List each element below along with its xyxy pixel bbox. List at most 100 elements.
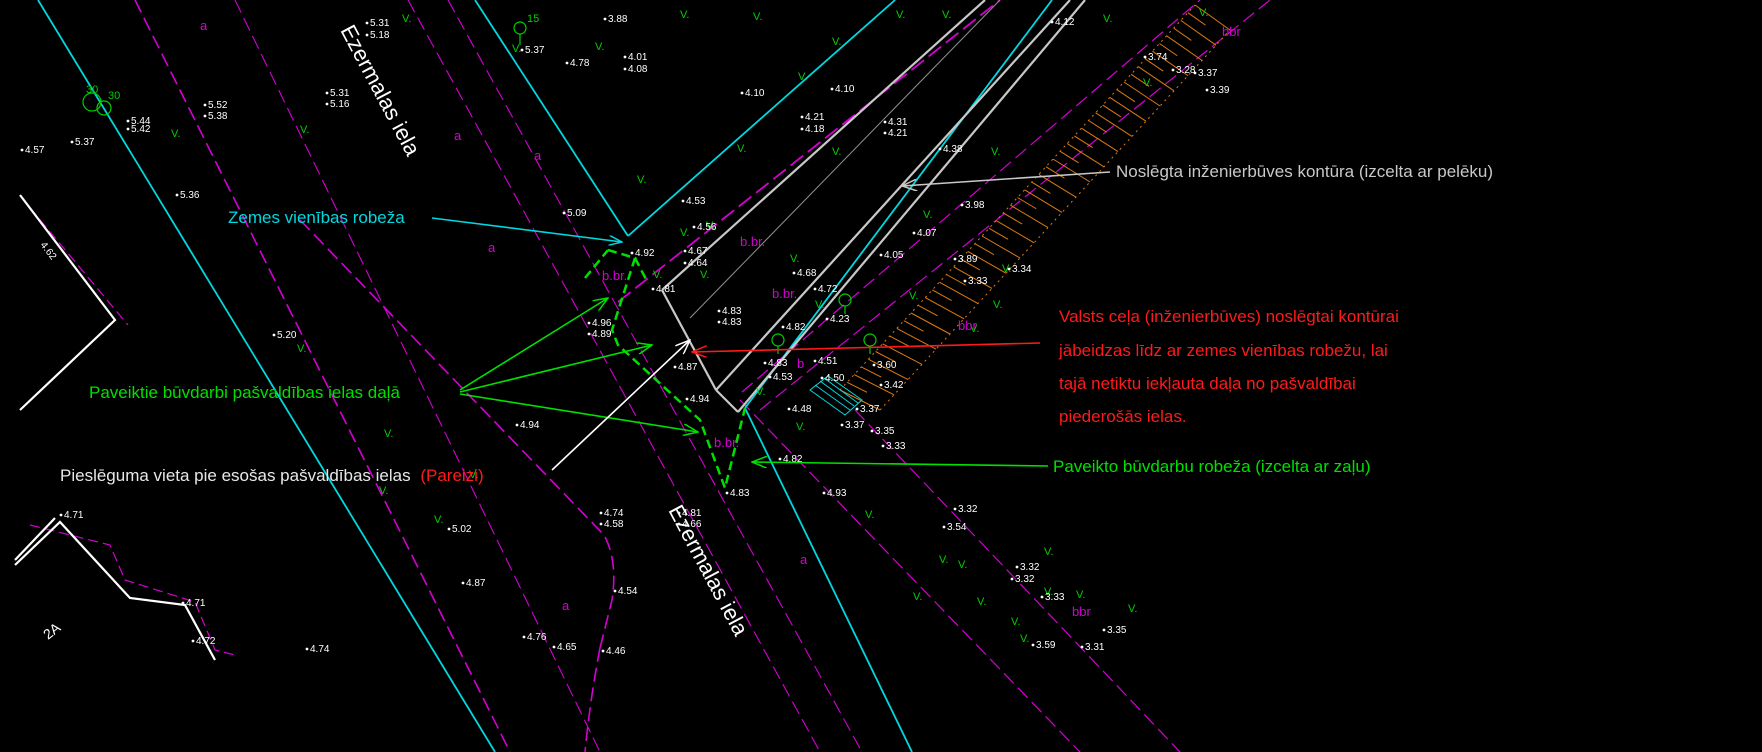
elev-label: 4.83: [768, 358, 788, 369]
elev-label: 3.98: [965, 200, 985, 211]
grass-mark: V.: [1128, 603, 1137, 615]
elevation-points: 3.88 5.31 5.18 5.37 4.01 4.08 4.78 4.10 …: [20, 14, 1230, 657]
elevation-point-dot: [870, 429, 874, 433]
elev-label: 4.78: [570, 58, 590, 69]
grass-mark: V.: [939, 554, 948, 566]
elevation-point-dot: [203, 114, 207, 118]
elevation-point-dot: [763, 361, 767, 365]
slope-tick: [1130, 73, 1150, 87]
elevation-point-dot: [778, 457, 782, 461]
elev-label: 3.32: [1015, 574, 1035, 585]
elev-label: 3.32: [958, 504, 978, 515]
slope-tick: [1003, 212, 1023, 225]
elevation-point-dot: [740, 91, 744, 95]
elevation-point-dot: [781, 325, 785, 329]
slope-tick: [1173, 27, 1192, 41]
zone-label-b: b: [797, 356, 804, 371]
grass-mark: V.: [297, 343, 306, 355]
elev-label: 4.66: [682, 519, 702, 530]
elev-label: 5.44: [131, 116, 151, 127]
slope-tick: [953, 266, 993, 289]
grass-mark: V.: [434, 514, 443, 526]
elev-label: 4.12: [1055, 17, 1075, 28]
zone-label-bbr-dotted: b.br.: [740, 234, 765, 249]
slope-tick: [988, 227, 1009, 240]
elev-label: 3.37: [860, 404, 880, 415]
elev-label: 4.93: [827, 488, 847, 499]
slope-tick: [853, 374, 895, 396]
elev-label: 4.51: [818, 356, 838, 367]
elevation-point-dot: [879, 253, 883, 257]
slope-tick: [1088, 120, 1108, 133]
slope-tick: [1045, 166, 1065, 179]
elev-label: 3.60: [877, 360, 897, 371]
elevation-point-dot: [126, 119, 130, 123]
elev-label: 5.37: [75, 137, 95, 148]
elev-label: 4.82: [786, 322, 806, 333]
elevation-point-dot: [813, 359, 817, 363]
elev-label: 4.96: [592, 318, 612, 329]
grass-mark: V.: [1076, 589, 1085, 601]
grass-mark: V.: [384, 428, 393, 440]
elev-label: 4.18: [805, 124, 825, 135]
grass-mark: V.: [790, 253, 799, 265]
elev-label: 4.62: [38, 240, 59, 262]
elevation-point-dot: [683, 261, 687, 265]
annotation-arrows: [431, 171, 1111, 471]
grass-mark: V.: [942, 9, 951, 21]
elevation-point-dot: [677, 522, 681, 526]
works-boundary-lines: [584, 248, 747, 493]
slope-tick: [1031, 181, 1051, 194]
parcel-label: 2A: [40, 619, 64, 643]
elev-label: 4.01: [628, 52, 648, 63]
elevation-point-dot: [623, 55, 627, 59]
elevation-point-dot: [1102, 628, 1106, 632]
grass-mark: V.: [1143, 77, 1152, 89]
slope-tick: [960, 258, 981, 271]
zone-label-a: a: [200, 18, 208, 33]
elev-label: 3.33: [886, 441, 906, 452]
slope-tick: [1180, 19, 1217, 46]
elevation-point-dot: [717, 309, 721, 313]
elevation-point-dot: [1031, 643, 1035, 647]
elevation-point-dot: [883, 131, 887, 135]
slope-tick: [1052, 158, 1091, 183]
elev-label: 4.65: [557, 642, 577, 653]
elev-label: 4.83: [730, 488, 750, 499]
zone-label-a: a: [454, 128, 462, 143]
elev-label: 4.38: [943, 144, 963, 155]
slope-tick: [1109, 96, 1147, 122]
slope-tick: [1095, 112, 1133, 137]
grass-mark: V.: [991, 146, 1000, 158]
elevation-point-dot: [325, 91, 329, 95]
grass-mark: V.: [737, 143, 746, 155]
elevation-point-dot: [630, 251, 634, 255]
elev-label: 4.58: [604, 519, 624, 530]
zone-label-bbr: bbr: [1072, 604, 1091, 619]
elev-label: 4.71: [64, 510, 84, 521]
elevation-point-dot: [800, 127, 804, 131]
elevation-point-dot: [623, 67, 627, 71]
elev-label: 3.74: [1148, 52, 1168, 63]
annotation-closed-contour: Noslēgta inženierbūves kontūra (izcelta …: [1116, 162, 1493, 181]
grass-mark: V.: [171, 128, 180, 140]
elev-label: 3.39: [1210, 85, 1230, 96]
elev-label: 5.31: [330, 88, 350, 99]
grass-mark: V.: [958, 559, 967, 571]
elevation-point-dot: [963, 279, 967, 283]
red-note-line: tajā netiktu iekļauta daļa no pašvaldība…: [1059, 374, 1356, 393]
grass-mark: V.: [1199, 7, 1208, 19]
slope-tick: [967, 250, 1007, 274]
slope-tick: [1074, 135, 1093, 148]
slope-tick: [1137, 66, 1175, 92]
slope-hatching: [839, 4, 1231, 411]
elev-label: 3.31: [1085, 642, 1105, 653]
elev-label: 4.87: [678, 362, 698, 373]
zone-label-a: a: [562, 598, 570, 613]
elev-label: 4.74: [604, 508, 624, 519]
annotation-works-boundary: Paveikto būvdarbu robeža (izcelta ar zaļ…: [1053, 457, 1371, 476]
elevation-point-dot: [613, 589, 617, 593]
elev-label: 4.23: [830, 314, 850, 325]
elev-label: 3.54: [947, 522, 967, 533]
elevation-point-dot: [912, 231, 916, 235]
